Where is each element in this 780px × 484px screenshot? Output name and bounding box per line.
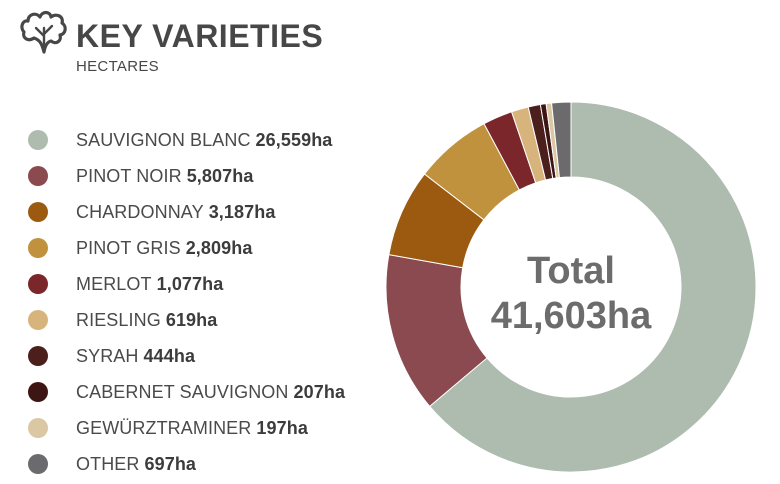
legend-label: PINOT NOIR 5,807ha — [76, 166, 253, 187]
donut-slice — [428, 101, 757, 473]
legend-item: GEWÜRZTRAMINER 197ha — [28, 410, 398, 446]
legend-swatch — [28, 274, 48, 294]
chart-legend: SAUVIGNON BLANC 26,559ha PINOT NOIR 5,807ha… — [28, 122, 398, 482]
legend-label: GEWÜRZTRAMINER 197ha — [76, 418, 308, 439]
legend-swatch — [28, 310, 48, 330]
legend-label: CHARDONNAY 3,187ha — [76, 202, 275, 223]
legend-item: CHARDONNAY 3,187ha — [28, 194, 398, 230]
legend-category: OTHER — [76, 453, 140, 474]
legend-swatch — [28, 418, 48, 438]
legend-label: MERLOT 1,077ha — [76, 274, 223, 295]
legend-item: SYRAH 444ha — [28, 338, 398, 374]
legend-value: 619ha — [165, 309, 218, 330]
legend-category: SYRAH — [76, 345, 139, 366]
legend-category: GEWÜRZTRAMINER — [76, 417, 252, 438]
legend-value: 26,559ha — [255, 129, 333, 150]
donut-chart: Total 41,603ha — [386, 101, 757, 473]
legend-value: 197ha — [256, 417, 308, 438]
donut-slices — [386, 101, 757, 473]
legend-item: PINOT GRIS 2,809ha — [28, 230, 398, 266]
legend-category: MERLOT — [76, 273, 152, 294]
page-subtitle: HECTARES — [76, 58, 159, 75]
legend-swatch — [28, 130, 48, 150]
legend-label: PINOT GRIS 2,809ha — [76, 238, 252, 259]
legend-swatch — [28, 454, 48, 474]
legend-value: 5,807ha — [186, 165, 254, 186]
legend-label: SAUVIGNON BLANC 26,559ha — [76, 130, 332, 151]
legend-category: PINOT GRIS — [76, 237, 181, 258]
legend-item: MERLOT 1,077ha — [28, 266, 398, 302]
legend-item: RIESLING 619ha — [28, 302, 398, 338]
legend-value: 444ha — [143, 345, 196, 366]
legend-label: OTHER 697ha — [76, 454, 196, 475]
legend-swatch — [28, 166, 48, 186]
legend-item: PINOT NOIR 5,807ha — [28, 158, 398, 194]
center-label-line2: 41,603ha — [491, 295, 652, 337]
page-title: KEY VARIETIES — [76, 18, 324, 54]
legend-label: RIESLING 619ha — [76, 310, 217, 331]
legend-swatch — [28, 346, 48, 366]
legend-category: RIESLING — [76, 309, 161, 330]
donut-slice — [551, 101, 572, 179]
legend-item: CABERNET SAUVIGNON 207ha — [28, 374, 398, 410]
legend-value: 207ha — [293, 381, 346, 402]
legend-value: 697ha — [144, 453, 197, 474]
legend-category: PINOT NOIR — [76, 165, 182, 186]
legend-category: SAUVIGNON BLANC — [76, 129, 251, 150]
legend-swatch — [28, 238, 48, 258]
legend-value: 2,809ha — [185, 237, 253, 258]
legend-swatch — [28, 202, 48, 222]
legend-label: CABERNET SAUVIGNON 207ha — [76, 382, 345, 403]
legend-item: OTHER 697ha — [28, 446, 398, 482]
legend-label: SYRAH 444ha — [76, 346, 195, 367]
grape-leaf-icon — [20, 10, 67, 54]
legend-swatch — [28, 382, 48, 402]
center-label-line1: Total — [527, 250, 615, 292]
legend-item: SAUVIGNON BLANC 26,559ha — [28, 122, 398, 158]
legend-category: CABERNET SAUVIGNON — [76, 381, 289, 402]
legend-value: 3,187ha — [208, 201, 276, 222]
legend-category: CHARDONNAY — [76, 201, 204, 222]
legend-value: 1,077ha — [156, 273, 224, 294]
